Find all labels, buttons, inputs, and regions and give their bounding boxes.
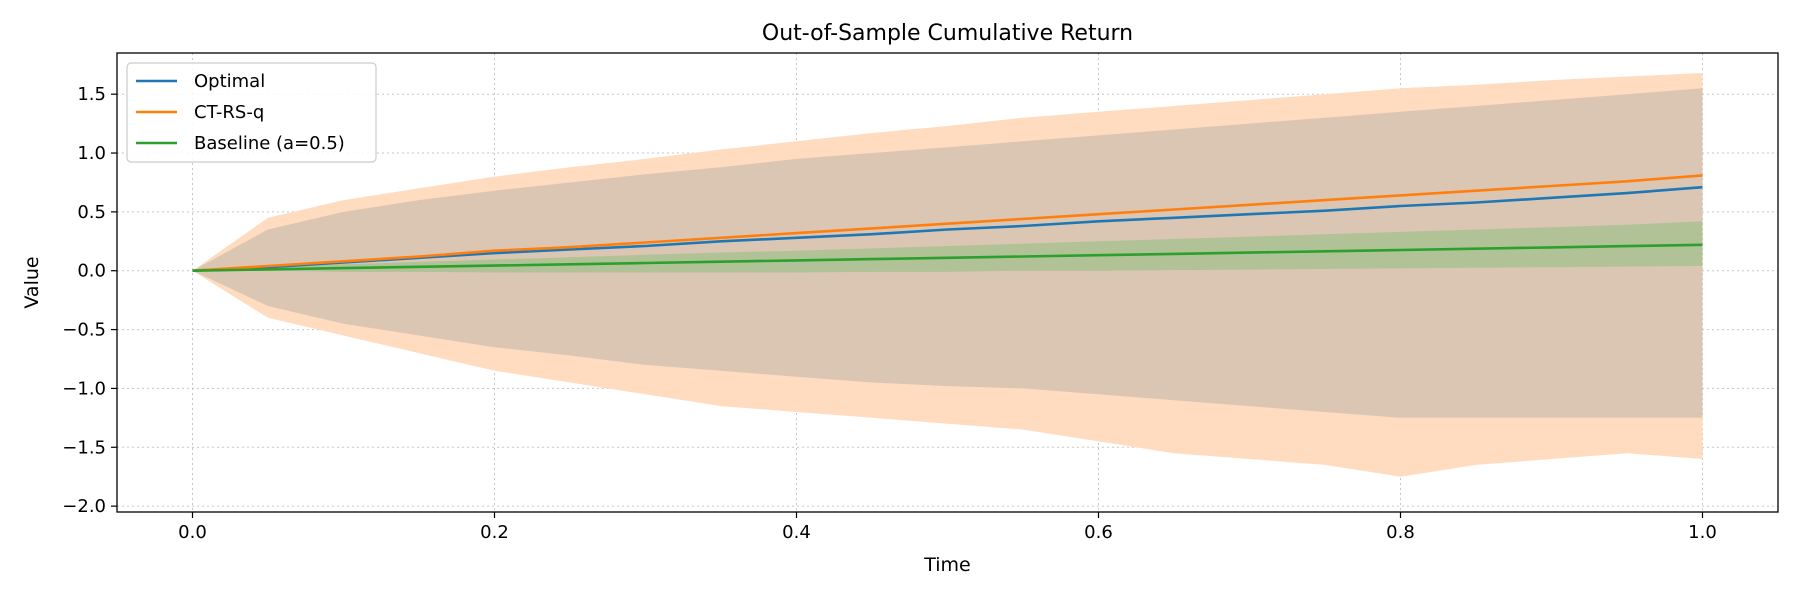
y-tick-label-7: 1.5 — [77, 84, 106, 105]
x-tick-label-2: 0.4 — [782, 522, 811, 543]
legend-label-0: Optimal — [194, 71, 265, 92]
y-tick-label-0: −2.0 — [62, 496, 106, 517]
x-tick-label-3: 0.6 — [1084, 522, 1113, 543]
x-tick-label-1: 0.2 — [480, 522, 509, 543]
chart-title: Out-of-Sample Cumulative Return — [762, 21, 1133, 46]
x-axis-label: Time — [923, 554, 971, 576]
legend-label-1: CT-RS-q — [194, 102, 264, 123]
x-tick-label-4: 0.8 — [1386, 522, 1415, 543]
confidence-bands — [192, 73, 1703, 477]
x-tick-label-0: 0.0 — [178, 522, 207, 543]
y-tick-label-4: 0.0 — [77, 261, 106, 282]
line-optimal — [192, 185, 1703, 272]
y-axis-label: Value — [21, 256, 43, 308]
legend-box — [126, 62, 377, 163]
y-tick-label-6: 1.0 — [77, 143, 106, 164]
y-axis-ticks: −2.0 −1.5 −1.0 −0.5 0.0 0.5 1.0 1.5 — [62, 84, 117, 517]
series-lines — [192, 174, 1703, 272]
y-tick-label-2: −1.0 — [62, 378, 106, 399]
legend-label-2: Baseline (a=0.5) — [194, 133, 345, 154]
legend: Optimal CT-RS-q Baseline (a=0.5) — [126, 62, 377, 163]
line-baseline-a-0-5- — [192, 243, 1703, 272]
plot-frame — [116, 52, 1779, 513]
line-ct-rs-q — [192, 174, 1703, 272]
x-axis-ticks: 0.0 0.2 0.4 0.6 0.8 1.0 — [178, 512, 1717, 543]
x-tick-label-5: 1.0 — [1688, 522, 1717, 543]
band-baseline-a-0-5- — [192, 221, 1703, 273]
y-tick-label-3: −0.5 — [62, 320, 106, 341]
y-tick-label-1: −1.5 — [62, 437, 106, 458]
y-tick-label-5: 0.5 — [77, 202, 106, 223]
